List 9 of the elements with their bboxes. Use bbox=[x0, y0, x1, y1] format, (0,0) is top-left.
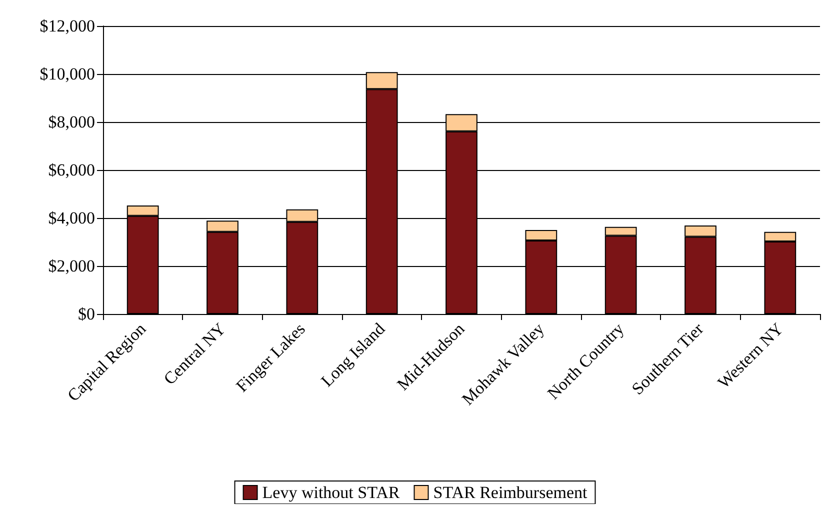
y-tick-label: $0 bbox=[78, 304, 95, 324]
y-tick-label: $6,000 bbox=[48, 160, 95, 180]
y-tick-label: $12,000 bbox=[40, 16, 95, 36]
y-tick-label: $10,000 bbox=[40, 64, 95, 84]
y-tick-label: $4,000 bbox=[48, 208, 95, 228]
legend-label: Levy without STAR bbox=[262, 483, 400, 502]
y-tick-label: $2,000 bbox=[48, 256, 95, 276]
y-tick-label: $8,000 bbox=[48, 112, 95, 132]
legend-label: STAR Reimbursement bbox=[433, 483, 588, 502]
